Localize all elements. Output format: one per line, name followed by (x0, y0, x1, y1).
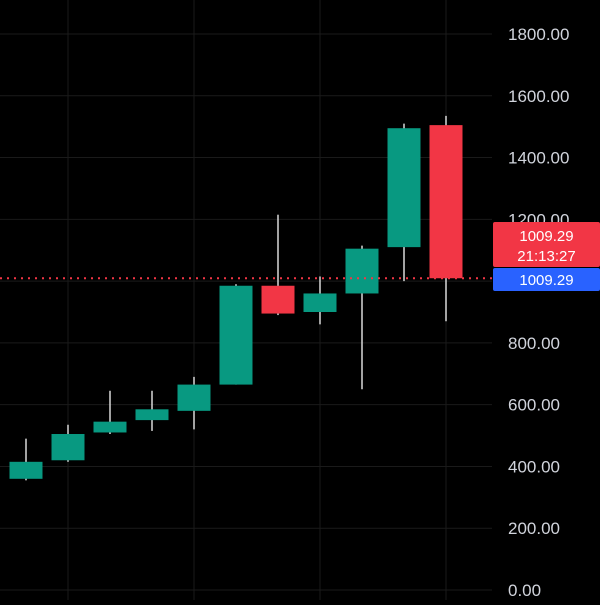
y-tick-label: 1800.00 (508, 25, 569, 44)
candles-layer (9, 115, 463, 481)
candle-body-down[interactable] (261, 285, 295, 314)
price-badges: 1009.29 21:13:27 1009.29 (493, 222, 600, 291)
candle-body-up[interactable] (387, 128, 421, 248)
candle-body-up[interactable] (93, 421, 127, 433)
candle-body-up[interactable] (9, 461, 43, 479)
candle-body-up[interactable] (51, 434, 85, 461)
last-price-badge (493, 268, 600, 291)
price-axis[interactable]: 0.00200.00400.00600.00800.001200.001400.… (508, 25, 569, 600)
y-tick-label: 1400.00 (508, 149, 569, 168)
y-tick-label: 400.00 (508, 457, 560, 476)
candle-body-up[interactable] (177, 384, 211, 411)
current-price-label: 1009.29 (519, 228, 573, 245)
candle-body-up[interactable] (303, 293, 337, 312)
current-price-badge (493, 222, 600, 267)
y-tick-label: 600.00 (508, 396, 560, 415)
y-tick-label: 0.00 (508, 581, 541, 600)
candle-body-down[interactable] (429, 125, 463, 279)
y-tick-label: 800.00 (508, 334, 560, 353)
candle-body-up[interactable] (345, 248, 379, 294)
countdown-label: 21:13:27 (517, 248, 575, 265)
y-tick-label: 1600.00 (508, 87, 569, 106)
last-price-label: 1009.29 (519, 272, 573, 289)
y-tick-label: 200.00 (508, 519, 560, 538)
candle-body-up[interactable] (219, 285, 253, 385)
candle-body-up[interactable] (135, 409, 169, 421)
